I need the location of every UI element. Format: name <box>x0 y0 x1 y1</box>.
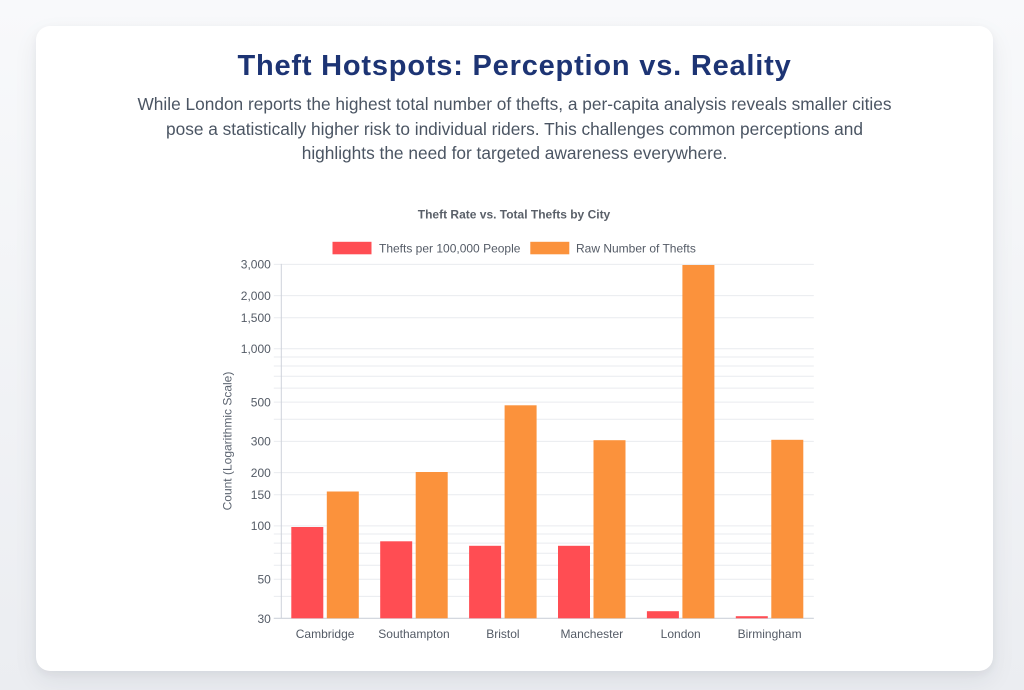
svg-text:Thefts per 100,000 People: Thefts per 100,000 People <box>379 241 521 255</box>
svg-text:1,500: 1,500 <box>241 311 271 325</box>
svg-text:200: 200 <box>251 466 271 480</box>
svg-text:London: London <box>661 627 701 641</box>
svg-text:Count (Logarithmic Scale): Count (Logarithmic Scale) <box>221 372 235 511</box>
svg-text:Cambridge: Cambridge <box>296 627 355 641</box>
svg-text:150: 150 <box>251 488 271 502</box>
svg-text:2,000: 2,000 <box>241 289 271 303</box>
svg-text:500: 500 <box>251 395 271 409</box>
svg-text:300: 300 <box>251 435 271 449</box>
svg-text:Birmingham: Birmingham <box>738 627 802 641</box>
svg-text:Raw Number of Thefts: Raw Number of Thefts <box>576 241 696 255</box>
svg-text:Southampton: Southampton <box>378 627 449 641</box>
svg-text:Theft Rate vs. Total Thefts by: Theft Rate vs. Total Thefts by City <box>418 207 611 221</box>
svg-text:3,000: 3,000 <box>241 258 271 272</box>
svg-text:50: 50 <box>257 573 271 587</box>
svg-text:Manchester: Manchester <box>560 627 623 641</box>
svg-text:Bristol: Bristol <box>486 627 519 641</box>
svg-text:30: 30 <box>257 612 271 626</box>
svg-text:100: 100 <box>251 519 271 533</box>
svg-text:1,000: 1,000 <box>241 342 271 356</box>
